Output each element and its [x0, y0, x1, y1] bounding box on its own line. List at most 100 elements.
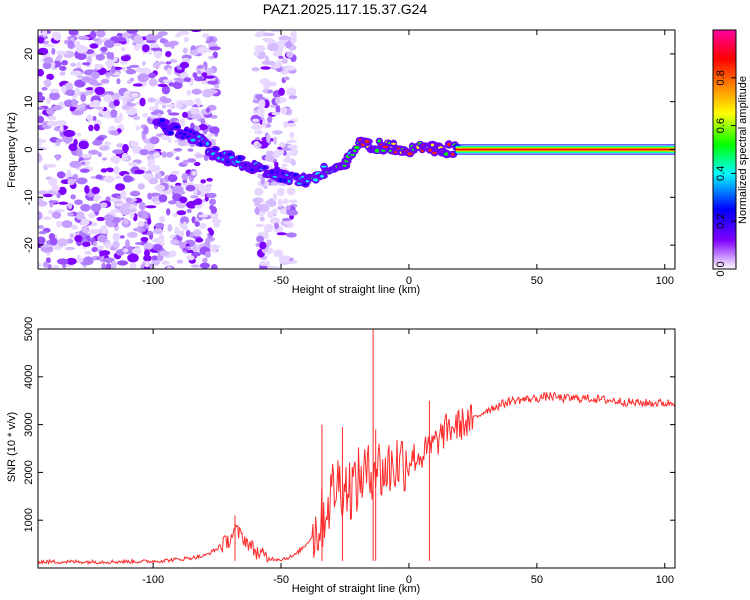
- ridge-core: [450, 152, 455, 156]
- spectrogram-noise-cell: [125, 68, 137, 75]
- spectrogram-noise-cell: [125, 208, 137, 213]
- spectrogram-noise-cell: [184, 101, 195, 107]
- spectrogram-noise-cell: [273, 150, 281, 158]
- spectrogram-noise-cell: [102, 157, 107, 161]
- spectrogram-noise-cell: [67, 178, 75, 186]
- spectrogram-noise-cell: [75, 40, 81, 50]
- spectrogram-noise-cell: [208, 244, 218, 253]
- spectrogram-noise-cell: [183, 36, 189, 43]
- spectrogram-noise-cell: [152, 61, 161, 69]
- spectrogram-noise-cell: [172, 81, 183, 89]
- spectrogram-noise-cell: [67, 212, 74, 217]
- spectrogram-noise-cell: [95, 106, 105, 110]
- spectrogram-noise-cell: [137, 221, 145, 227]
- ridge-core: [237, 156, 243, 160]
- spectrogram-noise-cell: [207, 80, 219, 85]
- spectrogram-noise-cell: [286, 232, 297, 238]
- spectrogram-noise-cell: [289, 95, 298, 99]
- spectrogram-noise-cell: [275, 105, 281, 114]
- spectrogram-noise-cell: [150, 47, 162, 51]
- spectrogram-noise-cell: [282, 198, 289, 205]
- spectrogram-noise-cell: [68, 143, 78, 152]
- spectrogram-noise-cell: [198, 223, 207, 229]
- ridge-core: [190, 138, 196, 142]
- spectrogram-noise-cell: [130, 141, 139, 148]
- spectrogram-noise-cell: [126, 66, 132, 70]
- spectrogram-noise-cell: [103, 175, 115, 183]
- spectrogram-noise-cell: [166, 208, 171, 216]
- spectrogram-noise-cell: [251, 124, 263, 130]
- spectrogram-noise-cell: [148, 72, 156, 79]
- spectrogram-noise-cell: [270, 217, 280, 225]
- spectrogram-noise-cell: [145, 205, 157, 209]
- spectrogram-noise-cell: [168, 200, 177, 205]
- spectrogram-noise-cell: [192, 72, 198, 78]
- spectrogram-noise-cell: [123, 218, 129, 225]
- spectrogram-noise-cell: [179, 72, 189, 79]
- spectrogram-noise-cell: [262, 88, 269, 94]
- spectrogram-noise-cell: [91, 82, 103, 86]
- spectrogram-noise-cell: [110, 109, 118, 118]
- spectrogram-noise-cell: [120, 55, 131, 62]
- spectrogram-noise-cell: [94, 86, 106, 95]
- spectrogram-noise-cell: [53, 31, 62, 41]
- spectrogram-noise-cell: [161, 260, 170, 266]
- spectrogram-noise-cell: [45, 257, 52, 264]
- spectrogram-noise-cell: [149, 115, 156, 119]
- spectrogram-noise-cell: [82, 241, 91, 247]
- snr-xlabel: Height of straight line (km): [292, 583, 420, 595]
- spectrogram-noise-cell: [191, 88, 202, 95]
- spectrogram-noise-cell: [130, 92, 139, 98]
- spectrogram-noise-cell: [190, 195, 199, 199]
- spectrogram-noise-cell: [165, 51, 172, 58]
- spectrogram-noise-cell: [182, 111, 188, 118]
- spectrogram-noise-cell: [43, 56, 54, 64]
- ridge-band: [454, 148, 675, 151]
- spectrogram-noise-cell: [259, 241, 267, 250]
- spectrogram-noise-cell: [153, 227, 163, 235]
- spectrogram-noise-cell: [38, 95, 46, 102]
- spectrogram-noise-cell: [109, 130, 119, 136]
- x-tick-label: 50: [531, 275, 543, 287]
- spectrogram-noise-cell: [182, 47, 188, 54]
- spectrogram-noise-cell: [74, 87, 80, 97]
- spectrogram-noise-cell: [206, 185, 212, 193]
- spectrogram-noise-cell: [78, 140, 89, 150]
- spectrogram-noise-cell: [214, 84, 220, 89]
- spectrogram-noise-cell: [140, 236, 149, 243]
- spectrogram-noise-cell: [141, 132, 147, 141]
- spectrogram-noise-cell: [143, 242, 154, 249]
- spectrogram-noise-cell: [126, 231, 138, 238]
- spectrogram-noise-cell: [92, 139, 103, 146]
- spectrogram-noise-cell: [170, 43, 175, 49]
- chart-title: PAZ1.2025.117.15.37.G24: [263, 1, 428, 17]
- spectrogram-noise-cell: [51, 185, 61, 192]
- colorbar-tick-label: 0.8: [715, 70, 727, 85]
- y-tick-label: 1000: [23, 508, 35, 532]
- spectrogram-noise-cell: [286, 87, 297, 97]
- ridge-core: [407, 152, 413, 156]
- spectrogram-noise-cell: [56, 171, 66, 179]
- spectrogram-noise-cell: [99, 250, 111, 256]
- spectrogram-noise-cell: [280, 106, 288, 115]
- spectrogram-noise-cell: [252, 197, 264, 204]
- spectrogram-noise-cell: [166, 266, 172, 269]
- spectrogram-noise-cell: [48, 115, 57, 121]
- x-tick-label: 50: [531, 574, 543, 586]
- spectrogram-noise-cell: [165, 61, 172, 65]
- spectrogram-noise-cell: [125, 239, 130, 249]
- ridge-core: [213, 147, 218, 151]
- spectrogram-noise-cell: [46, 107, 55, 115]
- spectrogram-noise-cell: [182, 159, 189, 165]
- spectrogram-noise-cell: [113, 99, 120, 107]
- spectrogram-noise-cell: [74, 199, 83, 205]
- spectrogram-noise-cell: [116, 78, 121, 85]
- ridge-core: [430, 143, 435, 147]
- spectrogram-noise-cell: [80, 218, 90, 226]
- spectrogram-noise-cell: [286, 122, 297, 127]
- snr-panel: -100 -50 0 50 100 1000 2000 3000 4000 5000 Height…: [6, 317, 676, 595]
- spectrogram-noise-cell: [264, 154, 275, 162]
- spectrogram-noise-cell: [166, 67, 172, 76]
- spectrogram-noise-cell: [209, 198, 217, 205]
- spectrogram-noise-cell: [255, 242, 261, 247]
